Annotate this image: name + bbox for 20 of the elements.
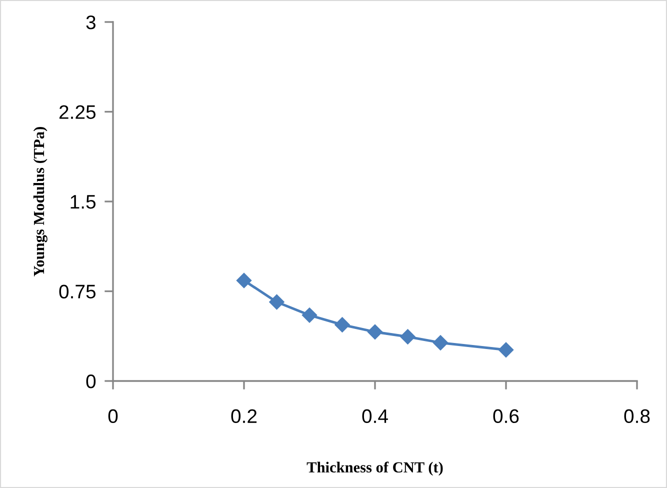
point xyxy=(400,329,416,344)
x-tick-label: 0.2 xyxy=(231,409,257,424)
y-tick-label: 1.5 xyxy=(70,195,96,209)
point xyxy=(334,317,350,332)
y-tick-label: 0 xyxy=(86,374,96,388)
y-axis-title: Youngs Modulus (TPa) xyxy=(33,127,48,276)
y-tick-label: 3 xyxy=(86,15,96,30)
point xyxy=(498,342,514,358)
point xyxy=(236,272,252,288)
x-tick-label: 0.8 xyxy=(624,409,650,424)
point xyxy=(269,294,284,310)
x-tick-label: 0.4 xyxy=(362,409,388,424)
point xyxy=(432,335,448,350)
point xyxy=(302,308,318,323)
x-axis-title: Thickness of CNT (t) xyxy=(306,462,443,476)
x-tick-label: 0 xyxy=(108,409,118,424)
x-tick-label: 0.6 xyxy=(493,409,519,424)
y-tick-label: 2.25 xyxy=(59,105,96,119)
point xyxy=(367,324,383,340)
y-tick-label: 0.75 xyxy=(59,284,96,298)
